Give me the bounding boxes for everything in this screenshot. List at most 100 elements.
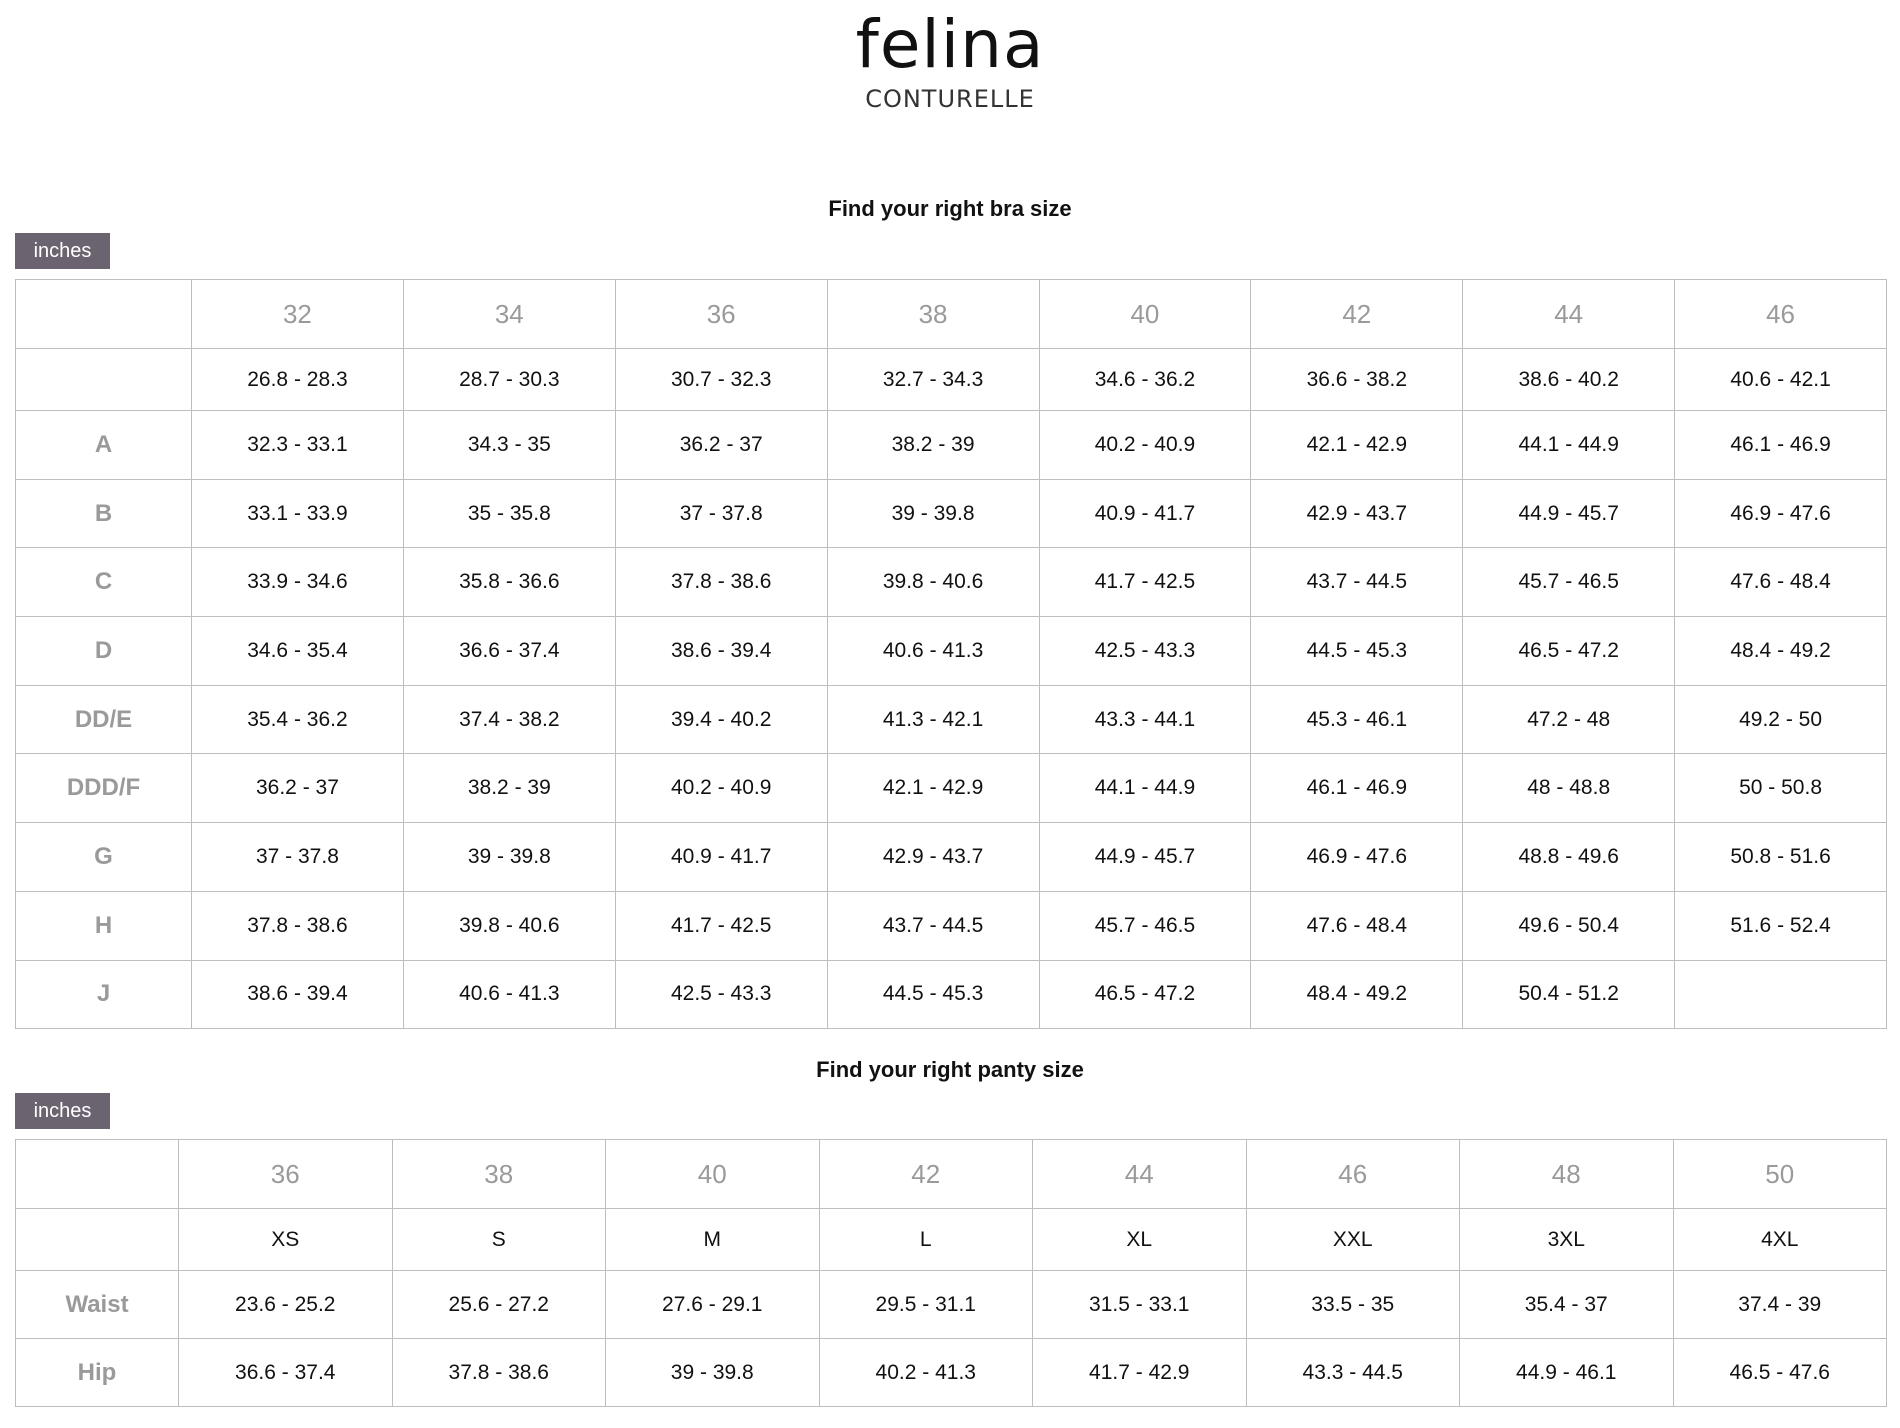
cup-row: B 33.1 - 33.9 35 - 35.8 37 - 37.8 39 - 39.8 4… bbox=[15, 478, 1887, 549]
measurement-cell: 46.9 - 47.6 bbox=[1674, 478, 1887, 549]
cup-row: G 37 - 37.8 39 - 39.8 40.9 - 41.7 42.9 - 43.… bbox=[15, 822, 1887, 892]
measurement-cell: 44.5 - 45.3 bbox=[826, 959, 1040, 1030]
measurement-cell: 47.2 - 48 bbox=[1462, 684, 1676, 755]
underbust-cell: 26.8 - 28.3 bbox=[191, 348, 404, 411]
cup-row: DD/E 35.4 - 36.2 37.4 - 38.2 39.4 - 40.2 41.… bbox=[15, 684, 1887, 755]
panty-size-header: 48 bbox=[1459, 1139, 1674, 1209]
measurement-cell: 42.1 - 42.9 bbox=[1250, 410, 1464, 480]
measurement-cell: 40.2 - 40.9 bbox=[614, 753, 828, 824]
letter-size-cell: S bbox=[391, 1208, 606, 1271]
measurement-cell: 47.6 - 48.4 bbox=[1674, 547, 1887, 618]
measurement-label: Hip bbox=[15, 1338, 179, 1407]
measurement-cell: 38.6 - 39.4 bbox=[191, 959, 404, 1030]
measurement-cell: 42.5 - 43.3 bbox=[1038, 616, 1252, 686]
measurement-cell: 39 - 39.8 bbox=[402, 822, 616, 892]
panty-size-header: 40 bbox=[605, 1139, 820, 1209]
cup-label: C bbox=[15, 547, 192, 618]
measurement-row: Hip 36.6 - 37.4 37.8 - 38.6 39 - 39.8 40.2 -… bbox=[15, 1338, 1887, 1407]
measurement-cell: 37 - 37.8 bbox=[614, 478, 828, 549]
measurement-cell: 51.6 - 52.4 bbox=[1674, 890, 1887, 961]
measurement-cell: 46.9 - 47.6 bbox=[1250, 822, 1464, 892]
measurement-cell: 40.9 - 41.7 bbox=[1038, 478, 1252, 549]
measurement-cell: 33.9 - 34.6 bbox=[191, 547, 404, 618]
letter-size-cell: 4XL bbox=[1672, 1208, 1887, 1271]
measurement-cell: 49.2 - 50 bbox=[1674, 684, 1887, 755]
measurement-cell: 48.4 - 49.2 bbox=[1674, 616, 1887, 686]
bra-unit-tab[interactable]: inches bbox=[15, 233, 110, 269]
cup-row: H 37.8 - 38.6 39.8 - 40.6 41.7 - 42.5 43.7 -… bbox=[15, 890, 1887, 961]
measurement-cell: 39.4 - 40.2 bbox=[614, 684, 828, 755]
measurement-cell: 36.2 - 37 bbox=[614, 410, 828, 480]
underbust-cell: 30.7 - 32.3 bbox=[614, 348, 828, 411]
measurement-cell: 35.4 - 37 bbox=[1459, 1270, 1674, 1339]
size-header-row: 36 38 40 42 44 46 48 50 bbox=[15, 1139, 1887, 1209]
measurement-cell: 33.1 - 33.9 bbox=[191, 478, 404, 549]
measurement-cell: 39.8 - 40.6 bbox=[826, 547, 1040, 618]
cup-label: B bbox=[15, 478, 192, 549]
measurement-cell: 38.2 - 39 bbox=[402, 753, 616, 824]
measurement-cell: 40.6 - 41.3 bbox=[826, 616, 1040, 686]
panty-size-header: 38 bbox=[391, 1139, 606, 1209]
measurement-cell: 37.4 - 39 bbox=[1672, 1270, 1887, 1339]
cup-row: J 38.6 - 39.4 40.6 - 41.3 42.5 - 43.3 44.5 -… bbox=[15, 959, 1887, 1030]
measurement-cell: 46.5 - 47.6 bbox=[1672, 1338, 1887, 1407]
measurement-cell: 35 - 35.8 bbox=[402, 478, 616, 549]
brand-logo: felina CONTURELLE bbox=[0, 6, 1900, 114]
underbust-cell: 38.6 - 40.2 bbox=[1462, 348, 1676, 411]
cup-label: H bbox=[15, 890, 192, 961]
cup-row: D 34.6 - 35.4 36.6 - 37.4 38.6 - 39.4 40.6 -… bbox=[15, 616, 1887, 686]
measurement-row: Waist 23.6 - 25.2 25.6 - 27.2 27.6 - 29.1 29… bbox=[15, 1270, 1887, 1339]
letter-size-cell: XS bbox=[178, 1208, 393, 1271]
underbust-cell: 34.6 - 36.2 bbox=[1038, 348, 1252, 411]
panty-unit-tab[interactable]: inches bbox=[15, 1093, 110, 1129]
measurement-cell: 37 - 37.8 bbox=[191, 822, 404, 892]
measurement-cell: 36.2 - 37 bbox=[191, 753, 404, 824]
measurement-cell: 43.3 - 44.5 bbox=[1245, 1338, 1460, 1407]
measurement-cell: 32.3 - 33.1 bbox=[191, 410, 404, 480]
underbust-cell: 28.7 - 30.3 bbox=[402, 348, 616, 411]
measurement-cell: 41.7 - 42.5 bbox=[614, 890, 828, 961]
measurement-cell: 40.2 - 40.9 bbox=[1038, 410, 1252, 480]
measurement-cell: 44.5 - 45.3 bbox=[1250, 616, 1464, 686]
measurement-cell: 43.7 - 44.5 bbox=[826, 890, 1040, 961]
cup-label: G bbox=[15, 822, 192, 892]
letter-size-cell: L bbox=[818, 1208, 1033, 1271]
letter-size-row: XS S M L XL XXL 3XL 4XL bbox=[15, 1208, 1887, 1271]
cup-label: DD/E bbox=[15, 684, 192, 755]
letter-size-cell: XL bbox=[1032, 1208, 1247, 1271]
measurement-cell: 46.5 - 47.2 bbox=[1462, 616, 1676, 686]
band-size-header: 34 bbox=[402, 279, 616, 349]
cup-label: D bbox=[15, 616, 192, 686]
underbust-cell: 32.7 - 34.3 bbox=[826, 348, 1040, 411]
logo-brand: felina bbox=[855, 6, 1045, 83]
measurement-cell: 41.7 - 42.9 bbox=[1032, 1338, 1247, 1407]
measurement-cell: 38.2 - 39 bbox=[826, 410, 1040, 480]
measurement-cell: 42.1 - 42.9 bbox=[826, 753, 1040, 824]
measurement-cell: 34.3 - 35 bbox=[402, 410, 616, 480]
letter-size-cell: XXL bbox=[1245, 1208, 1460, 1271]
band-size-header: 36 bbox=[614, 279, 828, 349]
measurement-cell: 47.6 - 48.4 bbox=[1250, 890, 1464, 961]
measurement-cell: 48.4 - 49.2 bbox=[1250, 959, 1464, 1030]
measurement-cell: 39 - 39.8 bbox=[826, 478, 1040, 549]
underbust-row: 26.8 - 28.3 28.7 - 30.3 30.7 - 32.3 32.7 - … bbox=[15, 348, 1887, 411]
measurement-cell: 23.6 - 25.2 bbox=[178, 1270, 393, 1339]
measurement-cell: 42.9 - 43.7 bbox=[1250, 478, 1464, 549]
corner-cell bbox=[15, 1139, 179, 1209]
cup-row: C 33.9 - 34.6 35.8 - 36.6 37.8 - 38.6 39.8 -… bbox=[15, 547, 1887, 618]
measurement-cell: 36.6 - 37.4 bbox=[178, 1338, 393, 1407]
measurement-cell: 40.9 - 41.7 bbox=[614, 822, 828, 892]
cup-row: A 32.3 - 33.1 34.3 - 35 36.2 - 37 38.2 - 39 4… bbox=[15, 410, 1887, 480]
underbust-cell: 40.6 - 42.1 bbox=[1674, 348, 1887, 411]
bra-size-table: 32 34 36 38 40 42 44 46 26.8 - 28.3 28.7 - 30.3 30… bbox=[15, 279, 1887, 1030]
measurement-cell: 35.4 - 36.2 bbox=[191, 684, 404, 755]
measurement-cell: 44.9 - 46.1 bbox=[1459, 1338, 1674, 1407]
cup-label: A bbox=[15, 410, 192, 480]
measurement-cell: 44.9 - 45.7 bbox=[1462, 478, 1676, 549]
bra-size-title: Find your right bra size bbox=[828, 196, 1072, 221]
measurement-cell: 41.3 - 42.1 bbox=[826, 684, 1040, 755]
measurement-cell: 39.8 - 40.6 bbox=[402, 890, 616, 961]
letter-size-cell: M bbox=[605, 1208, 820, 1271]
band-size-header: 32 bbox=[191, 279, 404, 349]
measurement-cell bbox=[1674, 959, 1887, 1030]
